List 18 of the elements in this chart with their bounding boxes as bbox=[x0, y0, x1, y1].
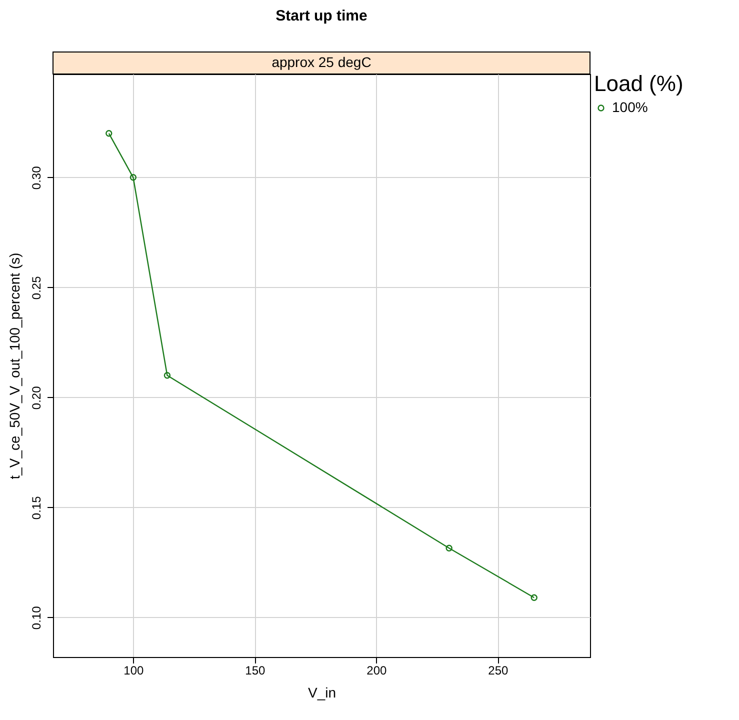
x-tick-label: 150 bbox=[245, 664, 266, 678]
chart-title: Start up time bbox=[276, 8, 368, 24]
point bbox=[164, 372, 171, 379]
y-tick-label: 0.10 bbox=[30, 606, 44, 630]
x-tick-label: 100 bbox=[124, 664, 144, 678]
y-tick-label: 0.15 bbox=[30, 496, 44, 520]
y-axis-title: t_V_ce_50V_V_out_100_percent (s) bbox=[6, 252, 22, 480]
point bbox=[446, 544, 452, 552]
y-tick-label: 0.30 bbox=[30, 166, 44, 190]
legend-label: 100% bbox=[612, 99, 648, 115]
x-tick-label: 250 bbox=[488, 664, 508, 678]
x-axis-title: V_in bbox=[308, 684, 336, 700]
legend-title: Load (%) bbox=[594, 71, 684, 96]
y-tick-label: 0.25 bbox=[30, 276, 44, 300]
chart-subtitle: approx 25 degC bbox=[272, 54, 372, 70]
y-tick-label: 0.20 bbox=[30, 386, 44, 410]
x-tick-label: 200 bbox=[366, 664, 388, 678]
point bbox=[130, 174, 137, 181]
